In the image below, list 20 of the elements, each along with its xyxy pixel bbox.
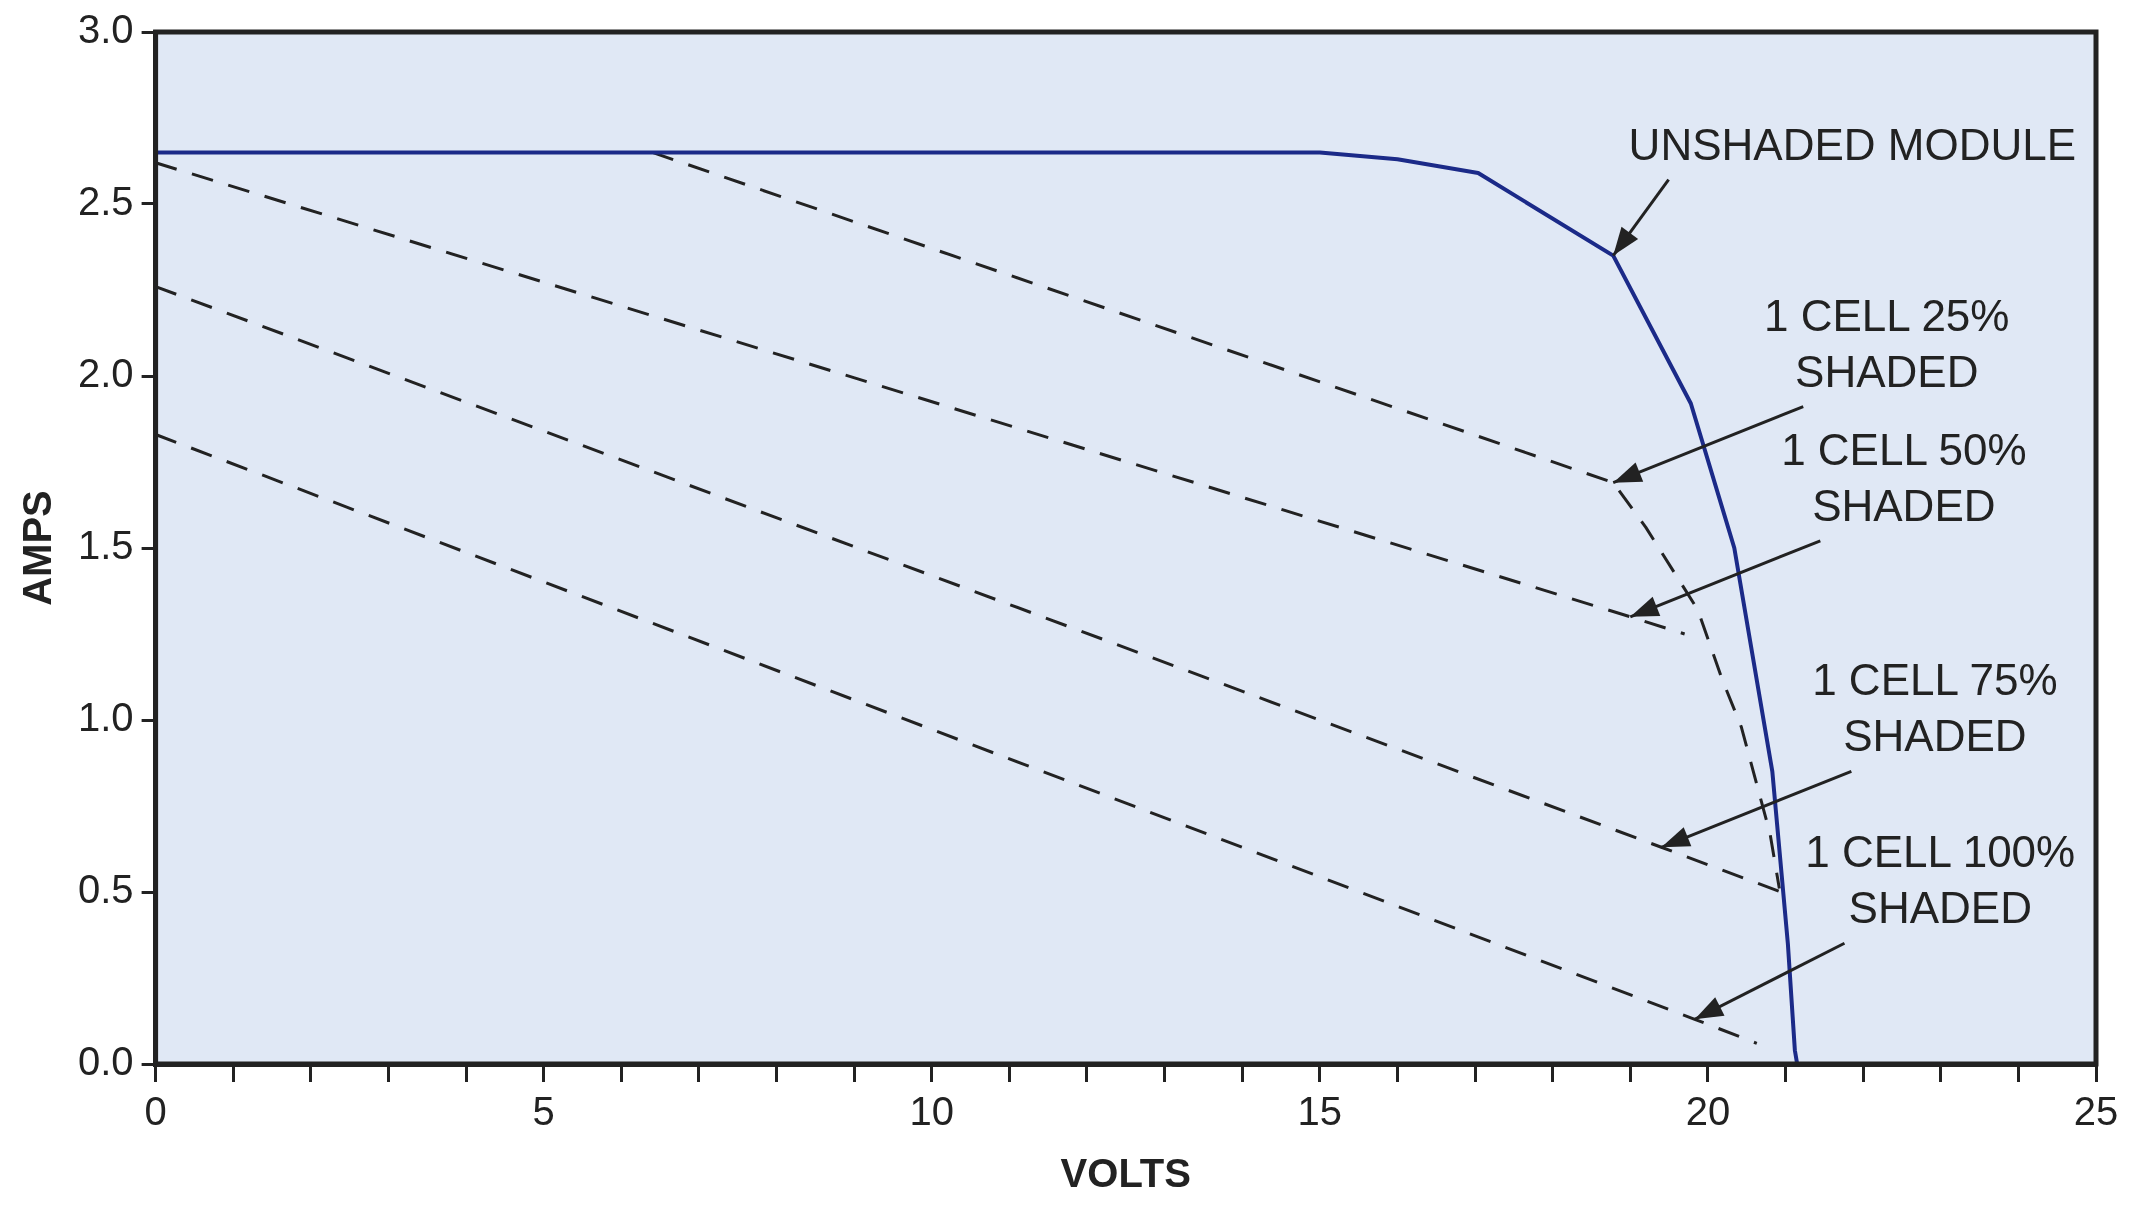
x-tick-label: 0	[144, 1089, 167, 1134]
y-tick-label: 1.0	[78, 695, 134, 740]
y-tick-label: 0.0	[78, 1039, 134, 1084]
y-tick-label: 0.5	[78, 867, 134, 912]
y-tick-label: 3.0	[78, 7, 134, 52]
y-tick-label: 1.5	[78, 523, 134, 568]
annotation: 1 CELL 75% SHADED	[1812, 655, 2058, 761]
x-tick-label: 25	[2073, 1089, 2119, 1134]
x-tick-label: 20	[1685, 1089, 1731, 1134]
x-tick-label: 10	[909, 1089, 955, 1134]
annotation: 1 CELL 100% SHADED	[1805, 827, 2076, 933]
annotation: UNSHADED MODULE	[1628, 119, 2076, 169]
y-tick-label: 2.5	[78, 179, 134, 224]
annotation: 1 CELL 50% SHADED	[1781, 424, 2027, 530]
annotation: 1 CELL 25% SHADED	[1764, 290, 2010, 396]
x-axis-title: VOLTS	[1060, 1151, 1191, 1196]
y-axis-title: AMPS	[15, 490, 60, 606]
x-tick-label: 5	[532, 1089, 555, 1134]
x-tick-label: 15	[1297, 1089, 1343, 1134]
y-tick-label: 2.0	[78, 351, 134, 396]
